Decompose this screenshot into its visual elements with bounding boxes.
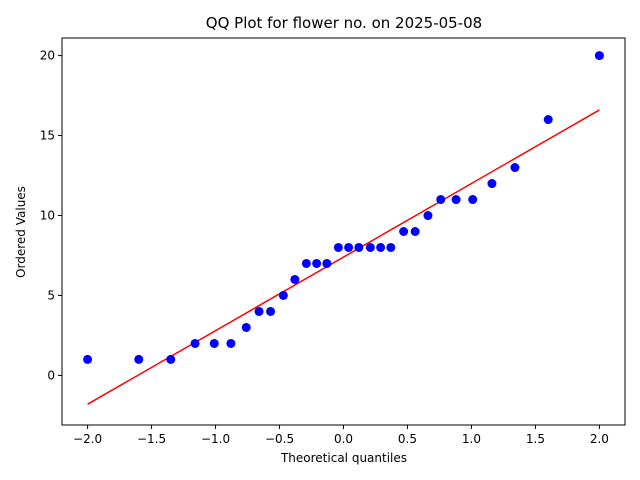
data-point	[487, 179, 497, 189]
x-tick-label: −0.5	[265, 432, 294, 446]
data-point	[436, 195, 446, 205]
y-tick-label: 5	[47, 288, 55, 302]
data-point	[468, 195, 478, 205]
data-point	[301, 258, 311, 268]
y-tick-label: 20	[40, 49, 55, 63]
plot-frame	[61, 37, 626, 426]
data-point	[333, 242, 343, 252]
data-point	[543, 115, 553, 125]
x-tick-label: −1.0	[201, 432, 230, 446]
y-axis-label: Ordered Values	[14, 186, 28, 278]
data-point	[365, 242, 375, 252]
data-point	[399, 227, 409, 236]
data-point	[354, 242, 364, 252]
x-tick-label: 2.0	[590, 432, 609, 446]
y-tick-label: 0	[47, 368, 55, 382]
x-tick-label: 0.0	[334, 432, 353, 446]
y-tick-label: 15	[40, 129, 55, 143]
data-point	[241, 322, 251, 332]
data-point	[266, 306, 276, 316]
data-point	[190, 338, 200, 348]
data-point	[312, 258, 322, 268]
chart-title: QQ Plot for flower no. on 2025-05-08	[206, 14, 482, 32]
data-point	[209, 338, 219, 348]
data-point	[322, 258, 332, 268]
x-tick-label: −2.0	[73, 432, 102, 446]
data-point	[83, 354, 93, 364]
x-tick-label: 1.5	[526, 432, 545, 446]
data-point	[134, 354, 144, 364]
x-axis-label: Theoretical quantiles	[280, 451, 407, 465]
x-tick-label: −1.5	[137, 432, 166, 446]
data-point	[290, 274, 300, 284]
data-point	[410, 227, 420, 236]
data-point	[594, 51, 604, 61]
data-point	[226, 338, 236, 348]
data-point	[386, 242, 396, 252]
y-axis: 0 5 10 15 20	[40, 49, 62, 382]
x-tick-label: 0.5	[398, 432, 417, 446]
data-point	[344, 242, 354, 252]
data-point	[423, 211, 433, 221]
data-point	[451, 195, 461, 205]
data-point	[254, 306, 264, 316]
fit-line	[87, 109, 600, 405]
data-point	[166, 354, 176, 364]
x-tick-label: 1.0	[462, 432, 481, 446]
data-point	[510, 163, 520, 173]
data-point	[376, 242, 386, 252]
y-tick-label: 10	[40, 209, 55, 223]
data-point	[278, 290, 288, 300]
x-axis: −2.0 −1.5 −1.0 −0.5 0.0 0.5 1.0 1.5 2.0	[73, 425, 609, 446]
